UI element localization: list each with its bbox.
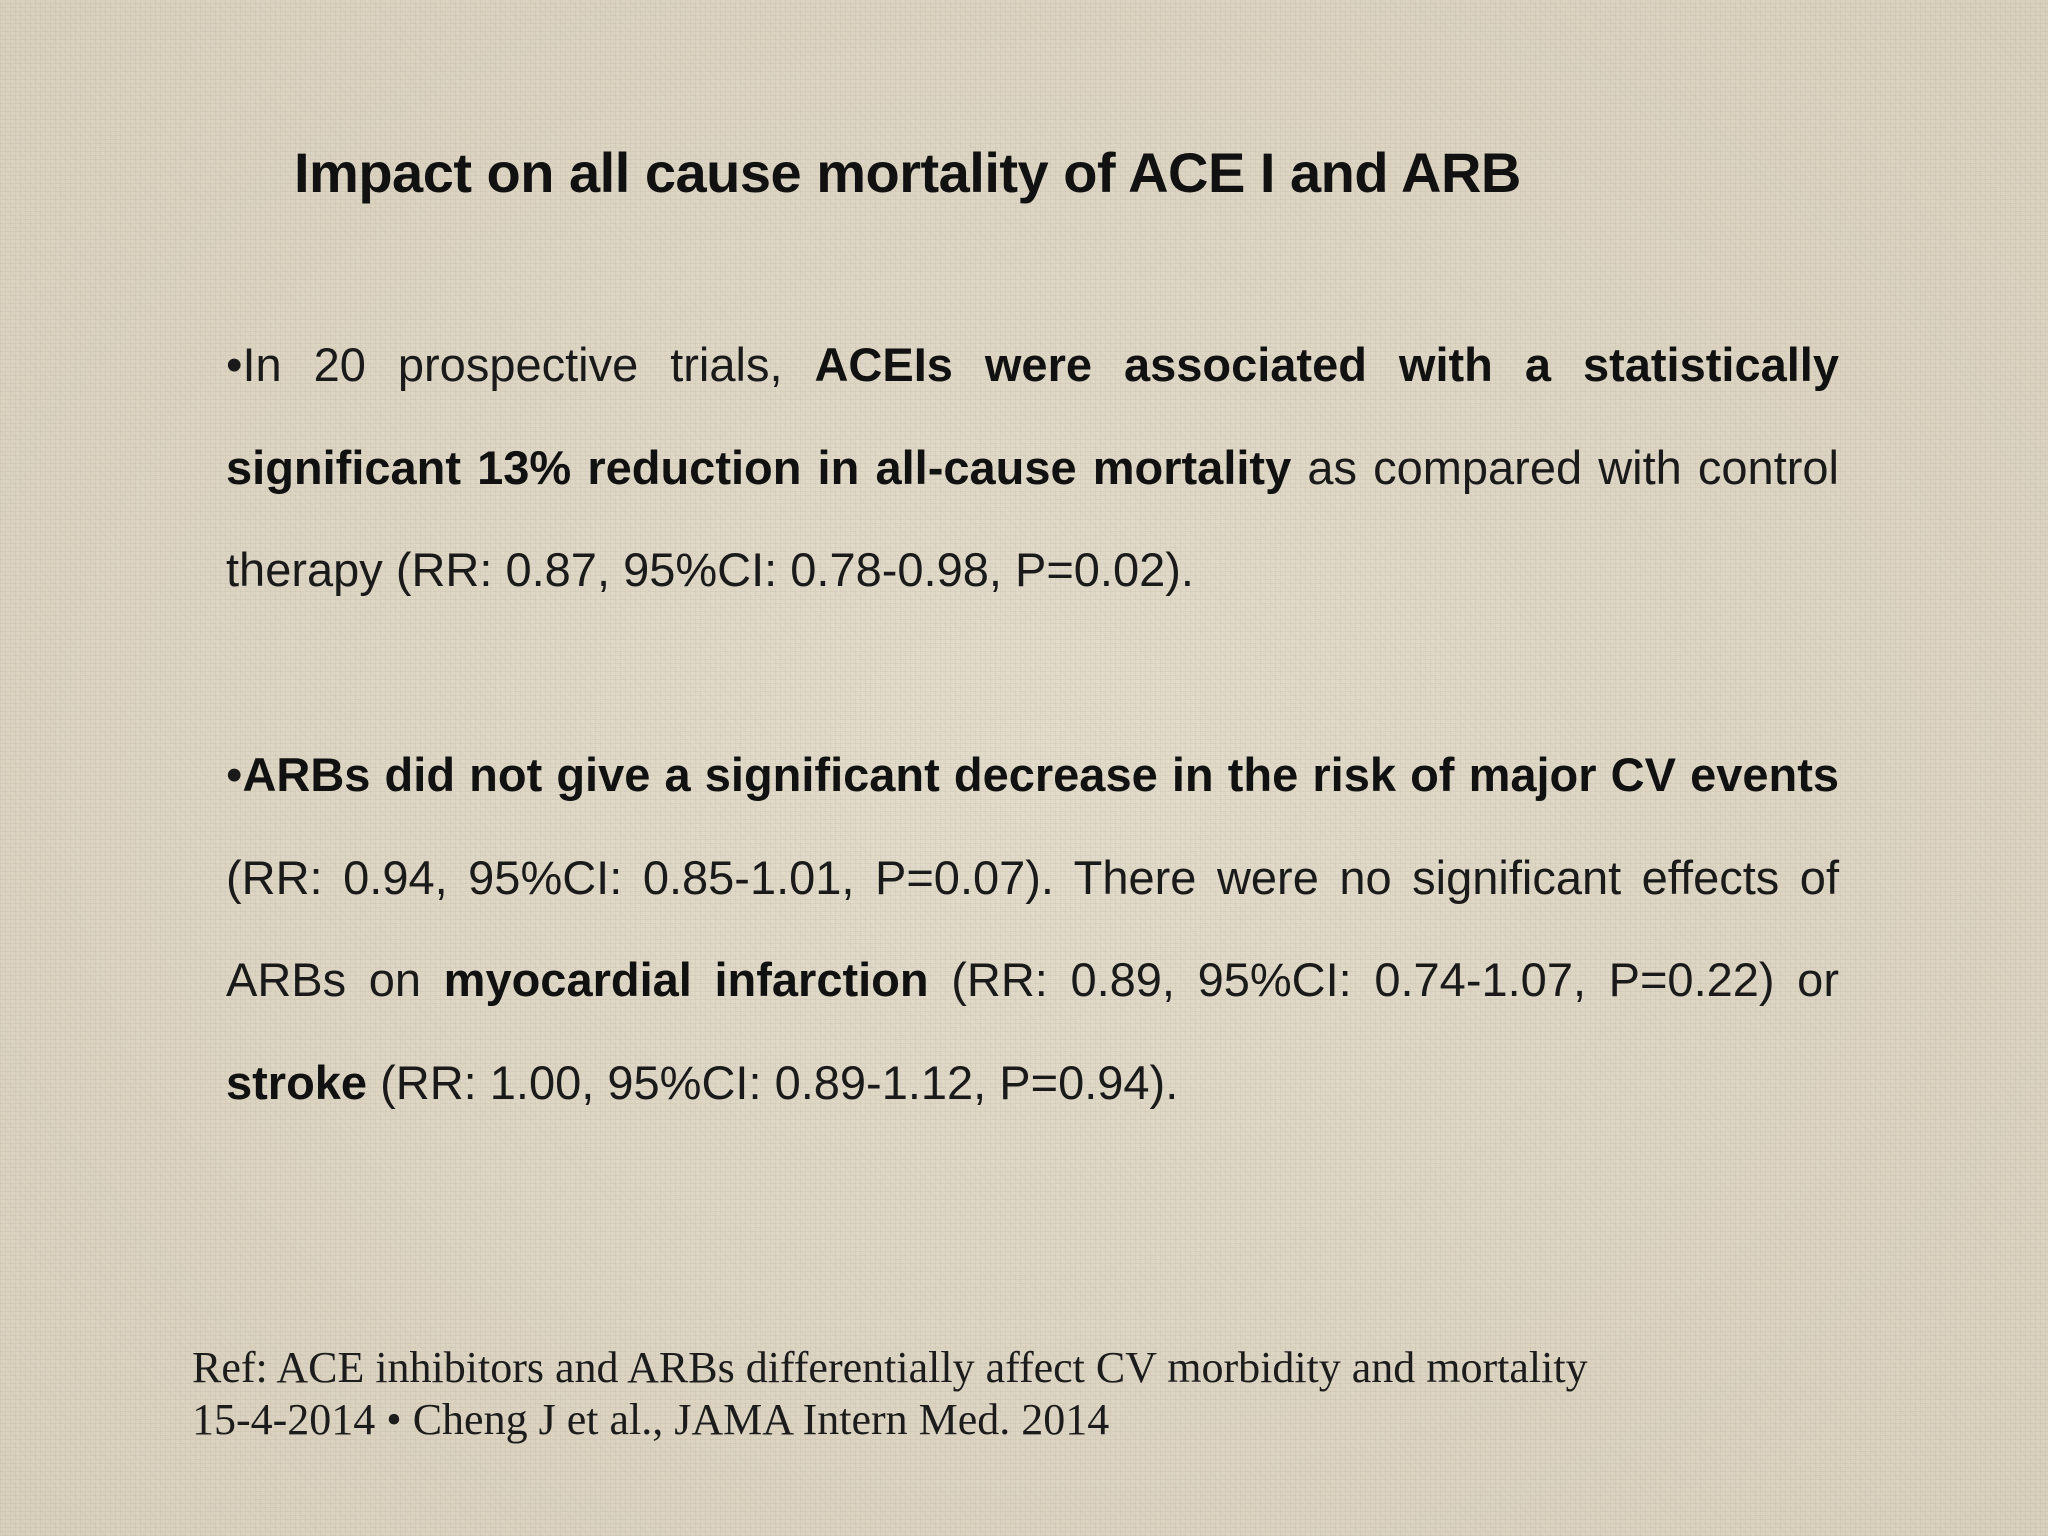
bullet-marker: • — [226, 748, 243, 801]
bullet-arb-cv-events: •ARBs did not give a significant decreas… — [226, 724, 1839, 1134]
reference-line-2: 15-4-2014 • Cheng J et al., JAMA Intern … — [192, 1395, 1110, 1444]
bullet-emphasis-stroke: stroke — [226, 1055, 368, 1109]
bullet-text: (RR: 0.94, 95%CI: 0.85-1.01, P=0.07). Th… — [226, 850, 1839, 1007]
bullet-emphasis-myocardial-infarction: myocardial infarction — [443, 953, 929, 1006]
bullet-text: (RR: 1.00, 95%CI: 0.89-1.12, P=0.94). — [367, 1055, 1179, 1109]
bullet-text: as compared with control therapy (RR: 0.… — [226, 440, 1839, 597]
reference-footer: Ref: ACE inhibitors and ARBs differentia… — [192, 1342, 1588, 1446]
slide-title: Impact on all cause mortality of ACE I a… — [294, 141, 1521, 204]
bullet-marker: • — [226, 338, 243, 391]
reference-line-1: Ref: ACE inhibitors and ARBs differentia… — [192, 1343, 1588, 1392]
bullet-acei-mortality: •In 20 prospective trials, ACEIs were as… — [226, 314, 1839, 622]
bullet-text: (RR: 0.89, 95%CI: 0.74-1.07, P=0.22) or — [928, 953, 1839, 1006]
bullet-text: In 20 prospective trials, — [242, 338, 815, 391]
bullet-emphasis: ARBs did not give a significant decrease… — [242, 748, 1839, 801]
bullet-emphasis: ACEIs were associated with a statistical… — [226, 338, 1839, 494]
